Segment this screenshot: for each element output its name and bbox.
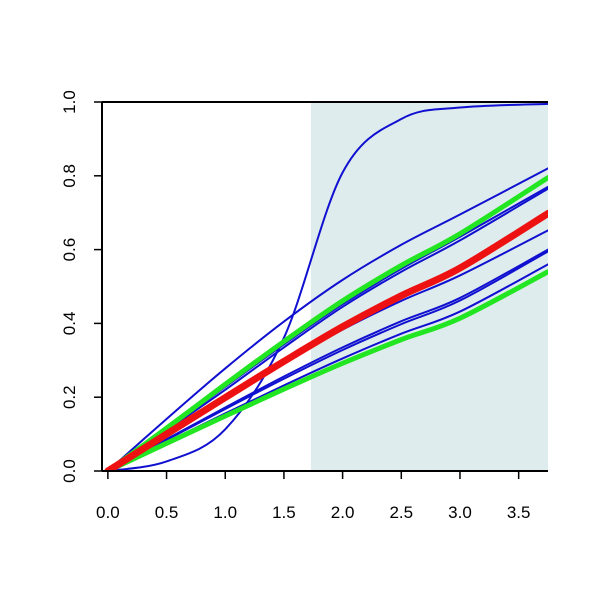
x-tick-label: 0.0 [96,503,120,522]
series-line-red-10 [104,209,548,471]
y-tick-label: 1.0 [60,90,79,114]
x-tick-label: 1.5 [272,503,296,522]
series-line-blue-6 [106,250,548,471]
series-line-green-8 [105,175,548,471]
series-layer [104,102,548,471]
y-tick-label: 0.6 [60,238,79,262]
y-tick-label: 0.8 [60,164,79,188]
x-tick-label: 0.5 [155,503,179,522]
series-line-blue-0 [106,102,548,471]
y-tick-label: 0.4 [60,312,79,336]
x-tick-label: 2.0 [331,503,355,522]
x-tick-label: 3.5 [507,503,531,522]
axes-layer: 0.0 0.2 0.4 0.6 0.8 1.0 0.0 0.5 1.0 1.5 2.0 2.5 3.0 3… [60,90,548,522]
x-tick-label: 3.0 [448,503,472,522]
x-tick-label: 1.0 [213,503,237,522]
y-tick-label: 0.0 [60,459,79,483]
x-tick-label: 2.5 [389,503,413,522]
y-tick-label: 0.2 [60,385,79,409]
series-line-blue-1 [106,167,548,471]
series-line-green-9 [105,269,548,471]
